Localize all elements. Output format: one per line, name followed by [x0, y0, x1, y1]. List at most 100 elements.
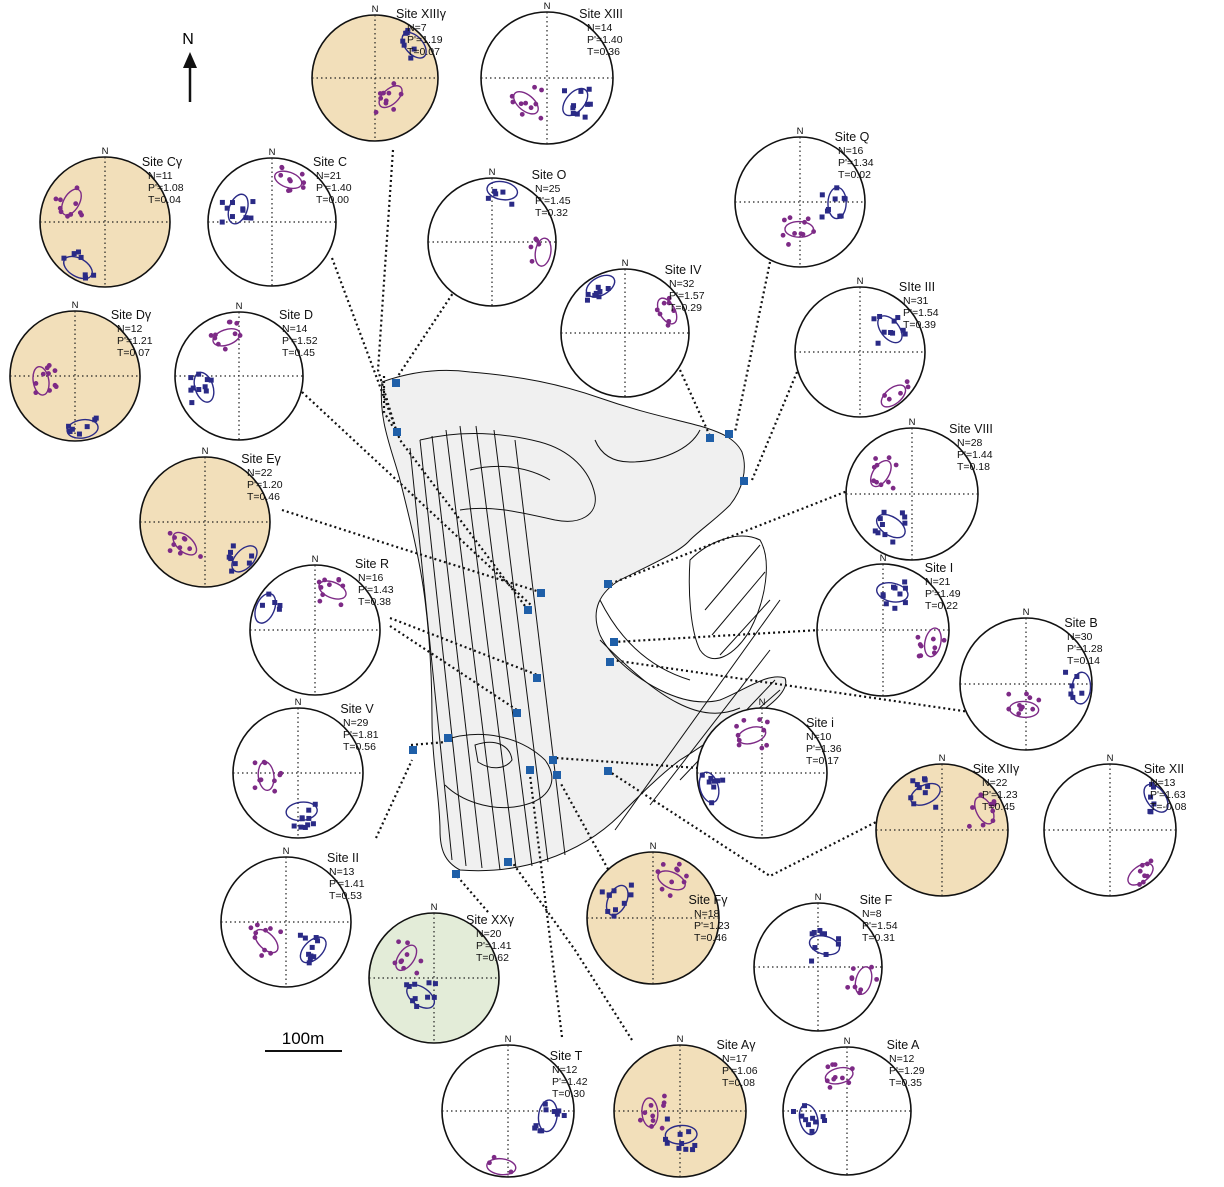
site-t: T=0.35	[889, 1077, 922, 1089]
k3-point	[674, 866, 679, 872]
k1-point	[902, 585, 908, 591]
net-north-label: N	[312, 554, 319, 565]
k1-point	[302, 824, 308, 830]
site-t: T=0.08	[722, 1077, 755, 1089]
stereonet-f: N Site FN=8P'=1.54T=0.31	[753, 892, 898, 1032]
net-north-label: N	[1023, 607, 1030, 618]
site-title: Site Q	[835, 130, 870, 144]
k3-point	[73, 201, 79, 207]
k3-point	[930, 636, 936, 642]
k3-confidence-ellipse	[973, 796, 995, 825]
k3-point	[279, 165, 285, 171]
k1-point	[686, 1129, 692, 1135]
k3-point	[662, 1093, 667, 1099]
site-n: N=28	[957, 437, 983, 449]
k1-point	[592, 292, 598, 298]
k1-point	[899, 510, 905, 516]
k3-point	[538, 115, 544, 121]
k1-confidence-ellipse	[406, 984, 436, 1009]
site-n: N=18	[694, 908, 720, 920]
stereonet-b: N Site BN=30P'=1.28T=0.14	[959, 607, 1103, 751]
site-t: T=0.39	[903, 319, 936, 331]
k1-point	[91, 272, 97, 278]
k1-point	[298, 824, 304, 830]
site-t: T=0.62	[476, 952, 509, 964]
k1-point	[574, 111, 580, 117]
site-n: N=12	[117, 323, 143, 335]
k1-point	[883, 601, 889, 607]
k3-point	[874, 479, 879, 485]
site-title: Site I	[925, 561, 954, 575]
site-title: Site XXγ	[466, 913, 515, 927]
k1-point	[824, 208, 830, 214]
k3-point	[832, 1074, 838, 1080]
site-n: N=13	[329, 866, 355, 878]
site-p: P'=1.44	[957, 449, 993, 461]
k1-point	[315, 938, 321, 944]
k3-point	[234, 320, 240, 326]
k1-point	[229, 568, 235, 574]
k3-confidence-ellipse	[534, 237, 552, 267]
k3-point	[978, 792, 984, 798]
site-title: Site C	[313, 155, 347, 169]
k3-point	[391, 106, 397, 112]
site-n: N=11	[148, 170, 173, 182]
k1-point	[219, 199, 225, 205]
site-location-marker	[504, 858, 512, 866]
site-t: T=0.36	[587, 46, 620, 58]
k3-confidence-ellipse	[254, 928, 279, 954]
k3-point	[277, 772, 283, 778]
k1-point	[892, 605, 898, 611]
stereonet-iv: N Site IVN=32P'=1.57T=0.29	[560, 258, 705, 398]
north-arrow: N	[182, 31, 197, 102]
k1-point	[224, 205, 230, 211]
k3-point	[781, 217, 787, 223]
k3-point	[1030, 706, 1036, 712]
k1-point	[611, 913, 617, 919]
net-north-label: N	[102, 146, 109, 157]
k3-point	[198, 554, 203, 559]
k1-point	[888, 329, 894, 335]
site-t: T=0.18	[957, 461, 990, 473]
site-title: Site XIIγ	[973, 762, 1020, 776]
k1-point	[872, 528, 878, 534]
k3-confidence-ellipse	[923, 627, 942, 658]
k3-point	[941, 637, 947, 643]
k3-point	[970, 805, 975, 810]
k3-point	[1148, 858, 1154, 864]
k1-point	[229, 200, 235, 206]
k3-point	[916, 653, 922, 659]
k3-confidence-ellipse	[880, 384, 907, 408]
site-n: N=16	[838, 145, 864, 157]
site-n: N=29	[343, 717, 369, 729]
k1-point	[809, 1128, 815, 1134]
net-north-label: N	[880, 553, 887, 564]
site-p: P'=1.23	[982, 789, 1018, 801]
k1-point	[621, 900, 627, 906]
k3-point	[667, 893, 673, 898]
site-n: N=7	[407, 22, 427, 34]
site-n: N=14	[587, 22, 613, 34]
k3-point	[787, 215, 793, 221]
k3-point	[780, 232, 786, 238]
k1-point	[76, 431, 82, 437]
k1-point	[431, 994, 437, 1000]
k3-point	[532, 84, 537, 90]
k1-point	[259, 602, 265, 608]
k1-point	[611, 888, 617, 894]
k3-confidence-ellipse	[657, 870, 686, 891]
site-title: Site XII	[1144, 762, 1184, 776]
k3-point	[846, 1080, 852, 1086]
k3-point	[850, 966, 856, 971]
k1-point	[226, 554, 232, 560]
site-p: P'=1.34	[838, 157, 874, 169]
site-title: Site B	[1064, 616, 1097, 630]
k1-point	[599, 889, 605, 895]
site-n: N=32	[669, 278, 695, 290]
site-n: N=12	[552, 1064, 578, 1076]
site-markers	[392, 379, 748, 878]
k1-confidence-ellipse	[1071, 671, 1092, 705]
